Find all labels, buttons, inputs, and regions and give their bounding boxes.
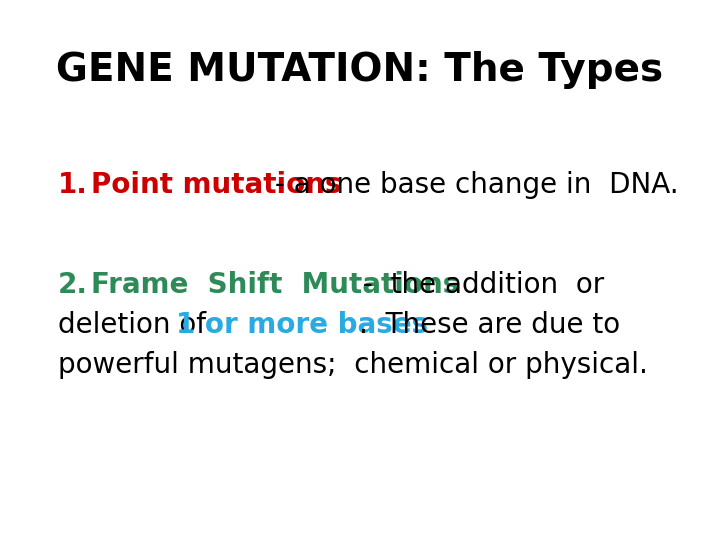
Text: 2.: 2.: [58, 271, 88, 299]
Text: .  These are due to: . These are due to: [359, 311, 620, 339]
Text: Frame  Shift  Mutations: Frame Shift Mutations: [91, 271, 459, 299]
Text: - a one base change in  DNA.: - a one base change in DNA.: [266, 171, 679, 199]
Text: 1.: 1.: [58, 171, 88, 199]
Text: powerful mutagens;  chemical or physical.: powerful mutagens; chemical or physical.: [58, 351, 648, 379]
Text: Point mutations: Point mutations: [91, 171, 341, 199]
Text: 1 or more bases: 1 or more bases: [176, 311, 428, 339]
Text: GENE MUTATION: The Types: GENE MUTATION: The Types: [56, 51, 664, 89]
Text: -  the addition  or: - the addition or: [354, 271, 604, 299]
Text: deletion of: deletion of: [58, 311, 206, 339]
